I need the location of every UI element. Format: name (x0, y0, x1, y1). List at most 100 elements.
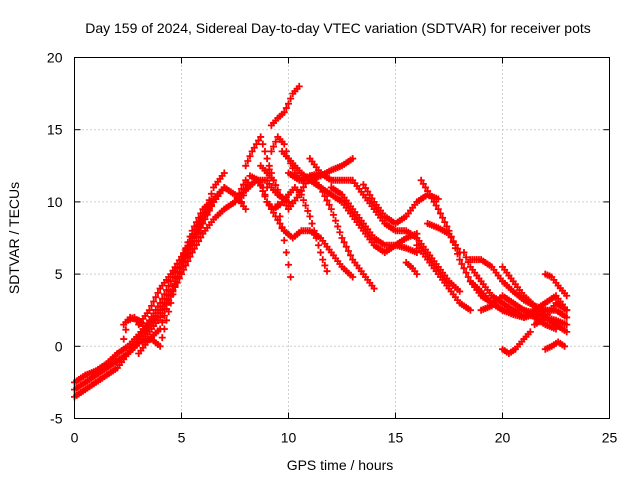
data-point (192, 218, 200, 226)
axis-ticks: 0 5 10 15 20 25 -5 0 5 10 15 20 (47, 50, 618, 446)
data-point (541, 306, 549, 314)
data-point (456, 287, 464, 295)
y-tick-label: -5 (50, 411, 63, 427)
data-point (312, 234, 320, 242)
data-point (252, 140, 260, 148)
data-point (186, 233, 194, 241)
data-point (263, 176, 271, 184)
data-point (308, 220, 316, 228)
y-tick-label: 10 (47, 194, 63, 210)
data-point (329, 211, 337, 219)
data-point (306, 212, 314, 220)
data-point (338, 234, 346, 242)
data-point (160, 325, 168, 333)
data-point (299, 196, 307, 204)
data-point (255, 137, 263, 145)
data-point (156, 342, 164, 350)
data-point (563, 292, 571, 300)
data-point (456, 256, 464, 264)
data-point (163, 316, 171, 324)
data-point (466, 306, 474, 314)
data-point (171, 282, 179, 290)
chart-title: Day 159 of 2024, Sidereal Day-to-day VTE… (85, 20, 591, 36)
y-tick-label: 0 (55, 338, 63, 354)
data-point (265, 180, 273, 188)
x-tick-label: 15 (388, 430, 404, 446)
data-point (148, 302, 156, 310)
data-point (237, 198, 245, 206)
data-point (344, 247, 352, 255)
data-point (282, 104, 290, 112)
data-point (265, 165, 273, 173)
data-point (295, 82, 303, 90)
data-point (158, 334, 166, 342)
grid (74, 57, 610, 419)
data-point (182, 244, 190, 252)
data-point (432, 202, 440, 210)
data-point (141, 325, 149, 333)
data-point (334, 222, 342, 230)
data-point (462, 253, 470, 261)
data-point (240, 191, 248, 199)
series-track-29 (541, 270, 571, 300)
data-point (430, 198, 438, 206)
data-point (278, 224, 286, 232)
data-point (267, 147, 275, 155)
data-point (436, 209, 444, 217)
x-tick-label: 5 (178, 430, 186, 446)
series-track-31 (531, 299, 571, 329)
data-point (563, 328, 571, 336)
data-point (443, 222, 451, 230)
data-point (460, 248, 468, 256)
plot-frame (74, 57, 610, 419)
data-point (156, 313, 164, 321)
data-point (370, 285, 378, 293)
x-tick-label: 25 (602, 430, 618, 446)
data-point (419, 180, 427, 188)
data-point (451, 241, 459, 249)
series-track-15 (306, 155, 464, 295)
series-track-17 (327, 183, 421, 256)
data-point (120, 335, 128, 343)
data-point (263, 183, 271, 191)
data-point (424, 187, 432, 195)
data-point (325, 201, 333, 209)
data-point (242, 185, 250, 193)
data-point (447, 233, 455, 241)
data-point (458, 260, 466, 268)
data-point (156, 306, 164, 314)
data-point (413, 270, 421, 278)
data-point (327, 205, 335, 213)
data-point (276, 191, 284, 199)
data-point (413, 248, 421, 256)
data-point (317, 248, 325, 256)
series-track-16 (285, 155, 357, 184)
data-point (270, 143, 278, 151)
data-point (321, 261, 329, 269)
data-point (180, 250, 188, 258)
data-point (259, 140, 267, 148)
data-point (154, 289, 162, 297)
data-point (167, 299, 175, 307)
data-point (441, 218, 449, 226)
data-point (163, 286, 171, 294)
series-track-20 (413, 241, 474, 314)
data-point (169, 290, 177, 298)
data-point (261, 147, 269, 155)
data-point (250, 144, 258, 152)
data-point (526, 328, 534, 336)
data-point (285, 100, 292, 108)
data-point (207, 190, 215, 198)
data-point (261, 191, 269, 199)
x-tick-label: 10 (281, 430, 297, 446)
x-tick-label: 0 (71, 430, 79, 446)
data-point (426, 191, 434, 199)
y-tick-label: 5 (55, 266, 63, 282)
data-point (272, 138, 280, 146)
y-tick-label: 20 (47, 50, 63, 66)
data-point (173, 273, 181, 281)
data-point (460, 264, 468, 272)
data-point (242, 205, 250, 213)
data-point (280, 140, 288, 148)
data-point (563, 321, 571, 329)
